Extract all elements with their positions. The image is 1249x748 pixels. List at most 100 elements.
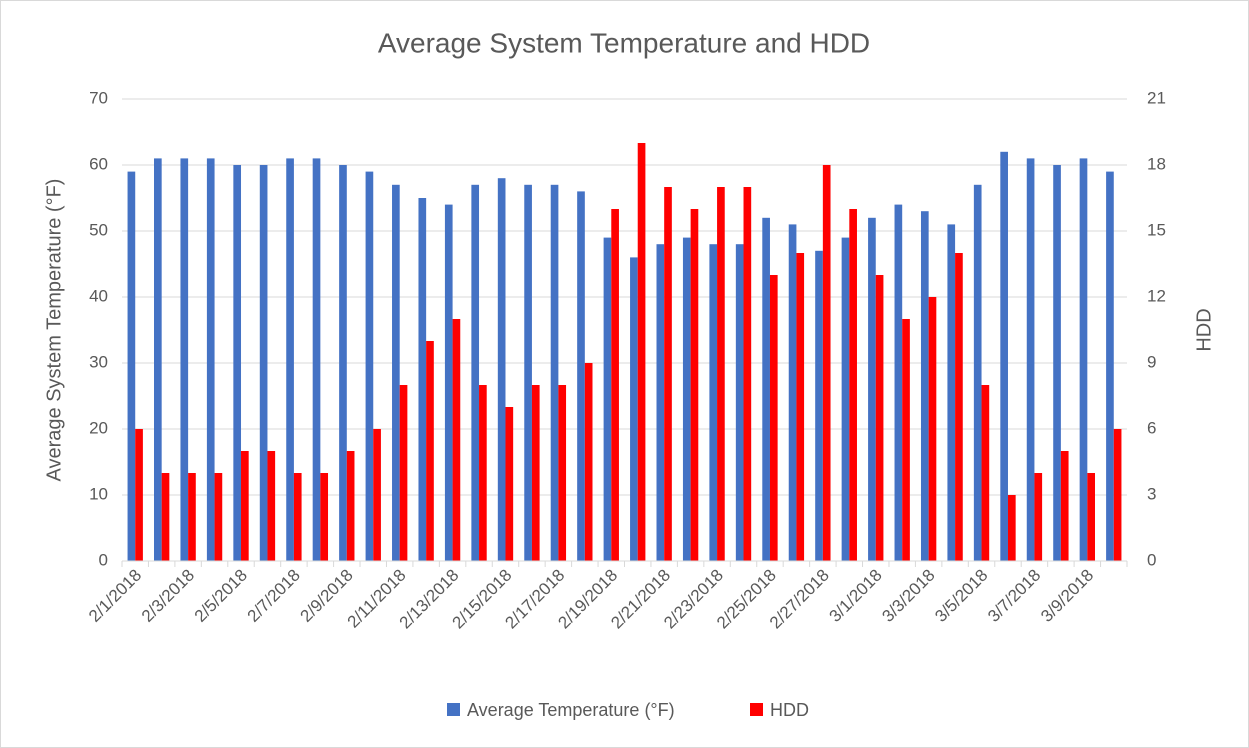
y-tick-label: 50 [89,220,108,239]
bar [717,187,725,561]
bar [479,385,487,561]
bar [735,244,744,561]
bar [346,451,355,561]
bar [267,451,276,561]
bar [822,165,831,561]
bar [1034,473,1043,561]
bar [973,184,982,562]
bar [399,385,408,561]
chart-title: Average System Temperature and HDD [378,27,870,58]
bar [947,224,956,561]
bar [259,165,268,561]
bar [630,257,638,561]
bar [293,473,302,561]
bar [418,198,427,561]
bar [452,319,461,561]
bar [161,473,170,561]
bar [603,237,612,561]
bar [690,209,699,561]
bar [955,253,963,561]
bar [127,171,136,561]
bar [531,385,540,561]
bar [1087,473,1095,561]
bar [796,253,805,561]
bar [1026,158,1035,561]
bar [206,158,215,561]
legend-label: Average Temperature (°F) [467,700,675,720]
bar [611,209,619,561]
bar [1000,151,1008,562]
bar [180,158,189,561]
bar [497,178,506,561]
bar [981,385,990,561]
bar [550,184,559,562]
y2-tick-label: 0 [1147,550,1156,569]
bar [637,143,646,561]
bar [902,319,910,561]
bar [769,275,778,561]
bar [584,363,593,561]
y2-tick-label: 12 [1147,286,1166,305]
y-tick-label: 0 [99,550,108,569]
bar [320,473,329,561]
y-tick-label: 10 [89,484,108,503]
bar [664,187,672,561]
y2-tick-label: 21 [1147,88,1166,107]
bar [868,217,876,562]
bar [426,341,434,561]
bar [188,473,196,561]
bar [241,451,249,561]
bar [682,237,691,561]
bar [920,211,929,561]
y2-tick-label: 6 [1147,418,1156,437]
y2-tick-label: 18 [1147,154,1166,173]
bar [214,473,223,561]
bar [1060,451,1069,561]
y-tick-label: 30 [89,352,108,371]
bar [444,204,453,561]
bar [373,429,381,561]
y-tick-label: 20 [89,418,108,437]
bar [788,224,797,561]
y2-tick-label: 3 [1147,484,1156,503]
y-tick-label: 40 [89,286,108,305]
y-tick-label: 70 [89,88,108,107]
bar [286,158,294,561]
y-tick-label: 60 [89,154,108,173]
bar [656,244,665,561]
bar [1007,495,1016,561]
bar [505,407,514,561]
bar [849,209,857,561]
bar [894,204,903,561]
bar [1053,165,1061,561]
bar [135,429,143,561]
bar [365,171,374,561]
bar [762,217,770,562]
bar [1113,429,1122,561]
bar [312,158,321,561]
y2-axis-label: HDD [1193,308,1215,351]
bar [841,237,850,561]
bar [928,297,937,561]
bar [577,191,585,561]
bar [1106,171,1114,561]
bar [709,244,718,561]
bar [875,275,884,561]
bar [471,184,480,562]
bar [392,184,400,562]
bar [524,184,532,562]
bar [233,165,242,561]
y-axis-label: Average System Temperature (°F) [43,179,65,482]
bar [815,250,823,562]
legend-swatch [447,703,460,716]
y2-tick-label: 9 [1147,352,1156,371]
bar [339,165,347,561]
bar [558,385,567,561]
bar [1079,158,1088,561]
legend-swatch [750,703,763,716]
bar [154,158,162,561]
bar [743,187,752,561]
legend-label: HDD [770,700,809,720]
y2-tick-label: 15 [1147,220,1166,239]
